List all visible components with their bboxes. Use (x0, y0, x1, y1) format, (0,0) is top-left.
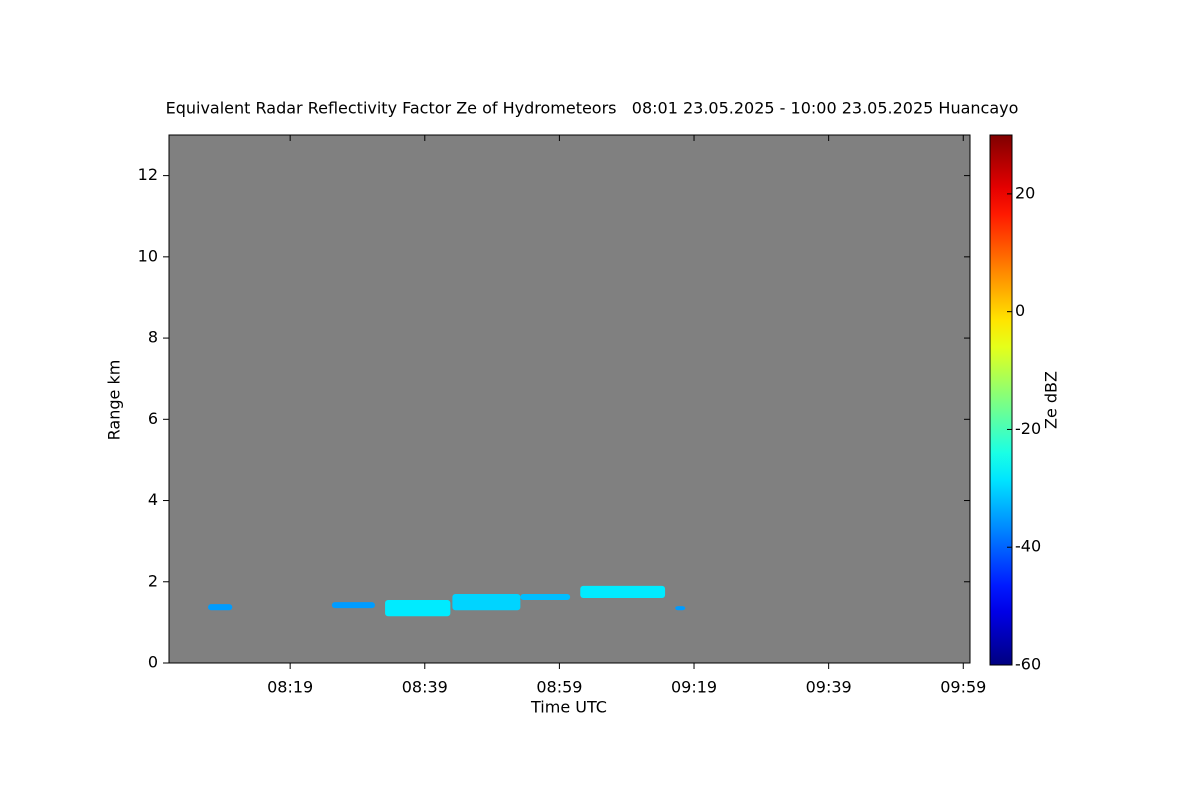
x-tick-label: 09:19 (671, 678, 717, 697)
y-tick-label: 2 (148, 571, 158, 590)
x-tick-label: 08:59 (536, 678, 582, 697)
y-axis-label: Range km (105, 360, 124, 441)
y-tick-label: 0 (148, 653, 158, 672)
echo (331, 602, 375, 609)
y-tick-label: 4 (148, 490, 158, 509)
y-tick-label: 8 (148, 328, 158, 347)
echo (452, 593, 521, 611)
x-tick-label: 08:39 (402, 678, 448, 697)
echo (675, 606, 686, 611)
colorbar-label: Ze dBZ (1042, 371, 1061, 429)
echo (520, 593, 571, 601)
x-tick-label: 09:59 (940, 678, 986, 697)
x-axis-label: Time UTC (530, 698, 607, 717)
chart-title: Equivalent Radar Reflectivity Factor Ze … (166, 99, 1019, 118)
colorbar-tick-label: -60 (1015, 655, 1041, 674)
y-tick-label: 6 (148, 409, 158, 428)
colorbar-tick-label: -20 (1015, 419, 1041, 438)
y-tick-label: 10 (138, 246, 158, 265)
x-tick-label: 08:19 (267, 678, 313, 697)
plot-frame (168, 134, 971, 664)
plot-background (169, 135, 970, 663)
echo (580, 585, 666, 599)
echo (208, 604, 233, 611)
colorbar-tick-label: 0 (1015, 301, 1025, 320)
colorbar-tick-label: 20 (1015, 183, 1035, 202)
y-tick-label: 12 (138, 165, 158, 184)
x-tick-label: 09:39 (806, 678, 852, 697)
colorbar-tick-label: -40 (1015, 537, 1041, 556)
colorbar (989, 134, 1013, 666)
echo (385, 600, 451, 617)
